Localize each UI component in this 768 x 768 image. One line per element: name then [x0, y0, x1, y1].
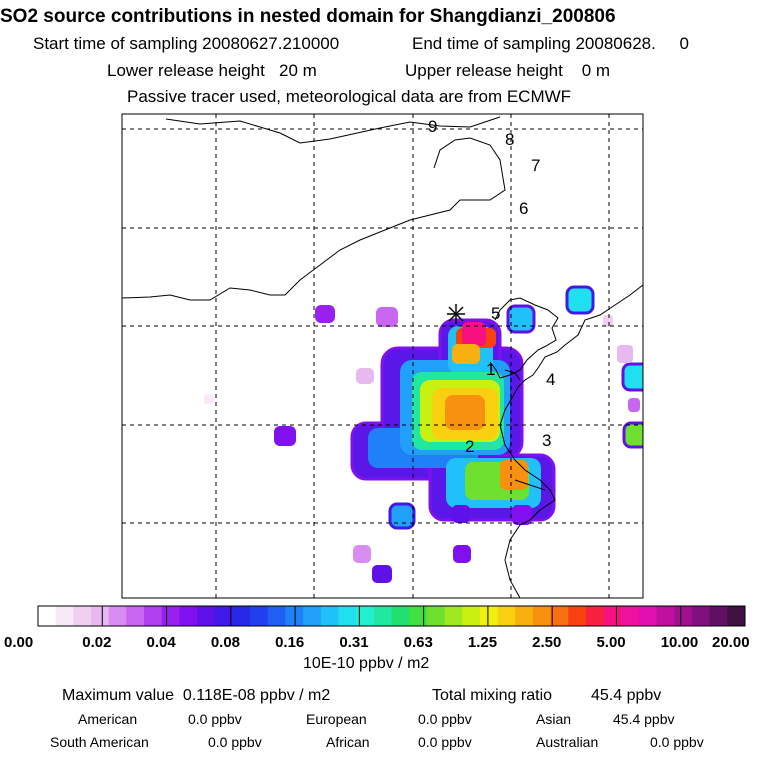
total-mixing-value: 45.4 ppbv	[591, 687, 662, 704]
map-label-6: 6	[519, 199, 528, 218]
region-south-american-value: 0.0 ppbv	[208, 734, 262, 750]
colorbar-swatch	[73, 606, 92, 626]
map-label-9: 9	[428, 117, 437, 136]
map-label-4: 4	[546, 370, 555, 389]
colorbar-swatch	[91, 606, 110, 626]
start-time-label: Start time of sampling 20080627.210000	[33, 34, 340, 53]
map-label-5: 5	[491, 304, 500, 323]
colorbar-swatch	[409, 606, 428, 626]
colorbar-swatch	[108, 606, 127, 626]
colorbar-tick-label: 0.08	[210, 634, 241, 651]
colorbar-tick-label: 10.00	[660, 634, 699, 651]
colorbar-swatch	[426, 606, 446, 626]
colorbar-swatch	[479, 606, 499, 626]
colorbar-tick-label: 5.00	[596, 634, 626, 651]
region-european-name: European	[306, 711, 367, 727]
colorbar-swatch	[638, 606, 658, 626]
colorbar-tick-label: 0.04	[146, 634, 176, 651]
colorbar-swatch	[656, 606, 675, 626]
end-time-label: End time of sampling 20080628. 0	[412, 34, 689, 53]
region-south-american-name: South American	[50, 734, 149, 750]
region-australian-name: Australian	[536, 734, 599, 750]
colorbar-swatch	[497, 606, 516, 626]
colorbar-swatch	[126, 606, 145, 626]
map-label-2: 2	[465, 437, 474, 456]
colorbar-tick-label: 0.63	[403, 634, 433, 651]
colorbar-swatch	[515, 606, 534, 626]
map-label-1: 1	[486, 360, 495, 379]
upper-release-label: Upper release height 0 m	[405, 61, 611, 80]
total-mixing-label: Total mixing ratio	[432, 687, 553, 704]
colorbar-swatch	[55, 606, 74, 626]
colorbar-swatch	[356, 606, 375, 626]
colorbar-tick-label: 0.31	[339, 634, 369, 651]
colorbar-swatch	[285, 606, 304, 626]
colorbar-swatch	[179, 606, 198, 626]
colorbar-swatch	[197, 606, 216, 626]
receptor-star	[447, 304, 465, 324]
colorbar-swatch	[621, 606, 640, 626]
region-european-value: 0.0 ppbv	[418, 711, 472, 727]
colorbar-border	[37, 605, 746, 627]
plume-satellites	[204, 285, 643, 583]
lower-release-label: Lower release height 20 m	[107, 61, 317, 80]
region-american-name: American	[78, 711, 138, 727]
colorbar-swatch	[320, 606, 339, 626]
colorbar	[37, 605, 746, 627]
colorbar-swatch	[214, 606, 233, 626]
map-frame	[121, 113, 644, 599]
coastlines	[122, 116, 643, 598]
plume-main	[350, 318, 556, 522]
colorbar-swatch	[585, 606, 605, 626]
colorbar-swatch	[161, 606, 180, 626]
colorbar-swatch	[391, 606, 410, 626]
region-african-name: African	[326, 734, 370, 750]
colorbar-tick-label: 2.50	[532, 634, 562, 651]
region-american-value: 0.0 ppbv	[188, 711, 242, 727]
colorbar-tick-label: 20.00	[712, 634, 750, 651]
map-grid	[122, 114, 643, 598]
colorbar-swatch	[532, 606, 552, 626]
colorbar-swatch	[250, 606, 269, 626]
colorbar-swatch	[462, 606, 481, 626]
colorbar-units: 10E-10 ppbv / m2	[303, 655, 430, 672]
colorbar-tick-label: 0.00	[4, 634, 34, 651]
colorbar-swatch	[568, 606, 587, 626]
map-label-7: 7	[531, 156, 540, 175]
region-asian-value: 45.4 ppbv	[613, 711, 675, 727]
colorbar-tick-label: 1.25	[467, 634, 498, 651]
colorbar-swatch	[727, 606, 746, 626]
region-asian-name: Asian	[536, 711, 572, 727]
colorbar-swatch	[550, 606, 569, 626]
colorbar-swatch	[303, 606, 322, 626]
max-value-label: Maximum value 0.118E-08 ppbv / m2	[62, 687, 331, 704]
colorbar-swatch	[603, 606, 622, 626]
colorbar-swatch	[144, 606, 163, 626]
colorbar-swatch	[267, 606, 286, 626]
tracer-note: Passive tracer used, meteorological data…	[127, 87, 572, 106]
colorbar-swatch	[38, 606, 57, 626]
map-label-8: 8	[505, 130, 514, 149]
colorbar-swatch	[709, 606, 728, 626]
colorbar-swatch	[373, 606, 392, 626]
chart-title: SO2 source contributions in nested domai…	[0, 6, 616, 27]
region-australian-value: 0.0 ppbv	[650, 734, 704, 750]
map-label-3: 3	[542, 431, 551, 450]
colorbar-swatch	[674, 606, 693, 626]
colorbar-swatch	[338, 606, 357, 626]
colorbar-tick-label: 0.16	[275, 634, 305, 651]
concentration-field	[122, 116, 643, 598]
colorbar-swatch	[232, 606, 251, 626]
colorbar-tick-label: 0.02	[82, 634, 112, 651]
region-african-value: 0.0 ppbv	[418, 734, 472, 750]
colorbar-swatch	[444, 606, 463, 626]
colorbar-swatch	[691, 606, 711, 626]
